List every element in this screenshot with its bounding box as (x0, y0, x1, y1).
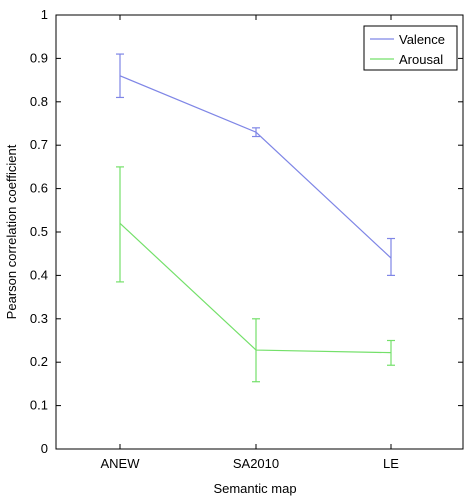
error-bar-valence (116, 53, 124, 99)
error-bar-arousal (116, 166, 124, 283)
series-line-valence (119, 75, 392, 259)
plot-frame (55, 14, 464, 450)
y-tick-label: 0.7 (30, 137, 48, 152)
x-tick-label: SA2010 (233, 456, 279, 471)
y-tick-label: 0.3 (30, 311, 48, 326)
y-tick-label: 1 (41, 7, 48, 22)
legend: Valence Arousal (363, 25, 458, 71)
x-tick-label: ANEW (101, 456, 141, 471)
y-tick-label: 0.4 (30, 267, 48, 282)
error-bar-valence (252, 127, 260, 138)
y-tick-label: 0.8 (30, 94, 48, 109)
legend-box (363, 25, 458, 71)
y-tick-label: 0.5 (30, 224, 48, 239)
y-tick-label: 0.9 (30, 50, 48, 65)
y-tick-label: 0 (41, 441, 48, 456)
x-axis-title: Semantic map (213, 481, 296, 496)
plot-area (116, 53, 395, 383)
error-bar-arousal (252, 318, 260, 383)
y-tick-label: 0.1 (30, 398, 48, 413)
y-tick-label: 0.6 (30, 181, 48, 196)
axes: 0 0.1 0.2 0.3 0.4 0.5 0.6 0.7 0.8 0.9 1 ANEW SA2010 L… (30, 7, 464, 471)
y-tick-label: 0.2 (30, 354, 48, 369)
y-axis-title: Pearson correlation coefficient (4, 144, 19, 319)
legend-label-arousal: Arousal (399, 52, 443, 67)
error-bar-valence (387, 237, 395, 276)
x-tick-label: LE (383, 456, 399, 471)
error-bar-arousal (387, 339, 395, 366)
legend-label-valence: Valence (399, 32, 445, 47)
